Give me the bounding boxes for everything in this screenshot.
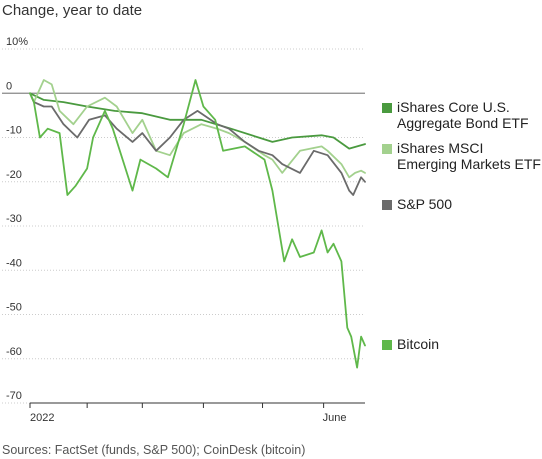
y-tick-label: -20 xyxy=(6,169,22,181)
y-tick-label: -50 xyxy=(6,302,22,314)
y-tick-label: -70 xyxy=(6,390,22,402)
legend-label-bitcoin: Bitcoin xyxy=(397,336,440,352)
y-tick-label: 10% xyxy=(6,36,28,48)
series-line-bond-etf xyxy=(29,92,366,150)
series-line-sp500 xyxy=(29,92,366,196)
y-tick-label: -40 xyxy=(6,257,22,269)
legend-item-bond-etf: iShares Core U.S. Aggregate Bond ETF xyxy=(382,99,542,131)
series-line-bitcoin xyxy=(29,79,366,369)
legend-item-bitcoin: Bitcoin xyxy=(382,336,542,352)
legend-swatch-sp500 xyxy=(382,200,392,210)
series-line-emerging-markets-etf xyxy=(29,79,366,179)
y-tick-label: -60 xyxy=(6,346,22,358)
legend-swatch-emerging-markets-etf xyxy=(382,144,392,154)
legend-item-sp500: S&P 500 xyxy=(382,196,542,212)
legend-item-emerging-markets-etf: iShares MSCI Emerging Markets ETF xyxy=(382,140,542,172)
chart-source: Sources: FactSet (funds, S&P 500); CoinD… xyxy=(2,443,306,457)
y-tick-label: -10 xyxy=(6,125,22,137)
series-lines xyxy=(29,79,366,369)
chart-title: Change, year to date xyxy=(2,2,143,19)
legend-swatch-bond-etf xyxy=(382,103,392,113)
x-axis: 2022 June xyxy=(29,402,365,424)
y-tick-label: -30 xyxy=(6,213,22,225)
legend-label-sp500: S&P 500 xyxy=(397,196,453,212)
x-tick-label: 2022 xyxy=(30,412,54,424)
line-chart: 10% 0 -10 -20 -30 -40 -50 -60 -70 2022 June xyxy=(2,36,366,424)
x-tick-label: June xyxy=(323,412,347,424)
legend-label-emerging-markets-etf: iShares MSCI Emerging Markets ETF xyxy=(397,140,541,172)
y-axis-tick-labels: 10% 0 -10 -20 -30 -40 -50 -60 -70 xyxy=(6,36,28,402)
legend-label-bond-etf: iShares Core U.S. Aggregate Bond ETF xyxy=(397,99,529,131)
legend-swatch-bitcoin xyxy=(382,340,392,350)
y-tick-label: 0 xyxy=(6,80,12,92)
